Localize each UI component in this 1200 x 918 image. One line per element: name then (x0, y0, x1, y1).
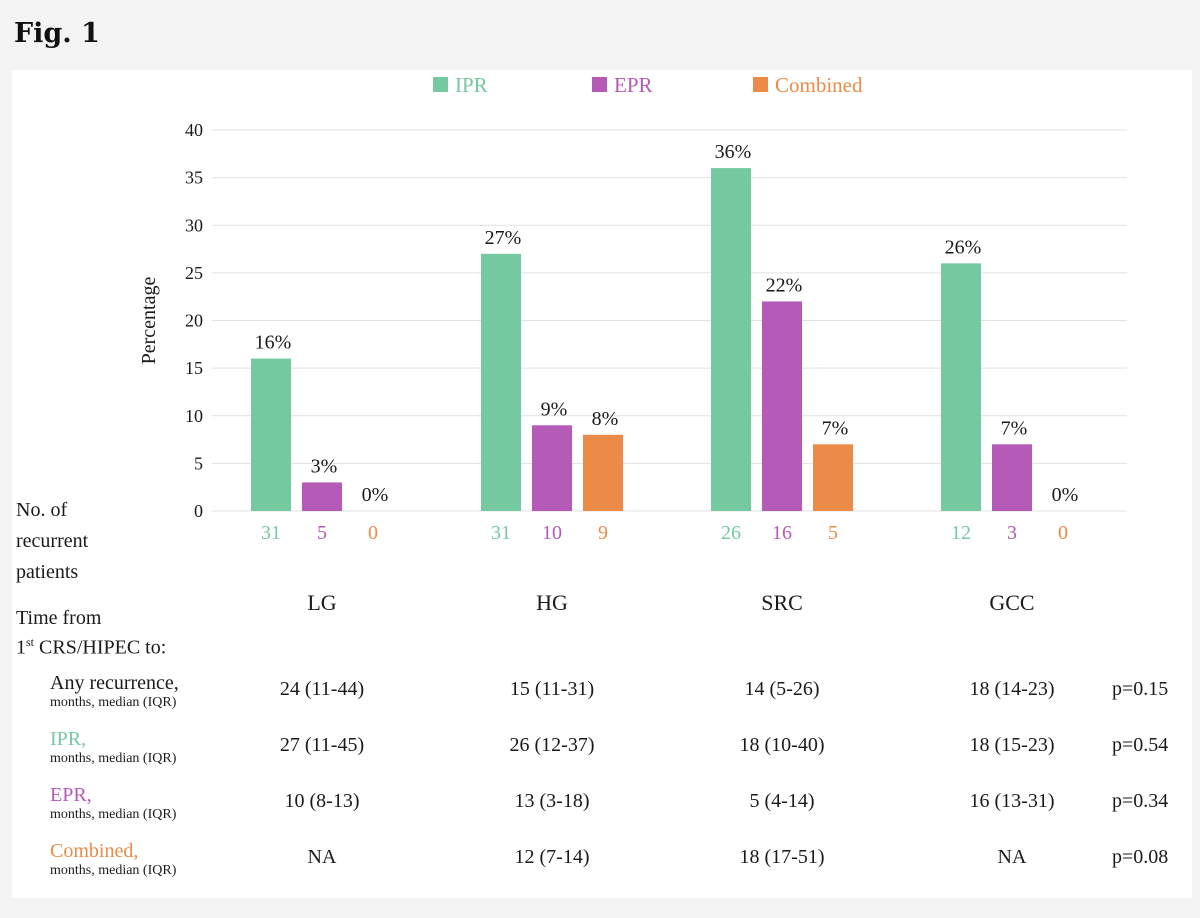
bar-epr-hg (532, 425, 572, 511)
table-cell: 14 (5-26) (744, 678, 820, 700)
row-label-sub: months, median (IQR) (50, 863, 177, 878)
patient-count: 0 (1058, 522, 1068, 544)
table-cell: 12 (7-14) (514, 846, 590, 868)
bar-ipr-hg (481, 253, 521, 511)
table-cell: 18 (17-51) (739, 846, 825, 868)
p-value: p=0.15 (1112, 678, 1169, 700)
bar-ipr-src (711, 168, 751, 511)
table-row-label: EPR, months, median (IQR) (50, 784, 176, 823)
legend-swatch-combined (753, 77, 768, 92)
y-tick-label: 35 (185, 168, 203, 188)
bar-combined-hg (583, 434, 623, 511)
data-label: 26% (945, 236, 982, 258)
y-axis-label: Percentage (138, 277, 160, 365)
bar-ipr-lg (251, 358, 291, 511)
table-cell: 24 (11-44) (279, 678, 365, 700)
patient-count: 0 (368, 522, 378, 544)
category-label-hg: HG (536, 590, 568, 615)
figure-panel: 0 5 10 15 20 25 30 35 40 Percentage 16% 31 27% 31 36% 2… (12, 70, 1192, 898)
y-tick-label: 30 (185, 215, 203, 235)
row-label-main: Combined, (50, 840, 139, 862)
data-label: 3% (311, 455, 338, 477)
patient-count: 26 (721, 522, 741, 544)
figure-title: Fig. 1 (14, 18, 100, 49)
y-tick-label: 15 (185, 358, 203, 378)
row-label-sub: months, median (IQR) (50, 751, 177, 766)
table-cell: 18 (10-40) (739, 734, 825, 756)
table-cell: 16 (13-31) (969, 790, 1055, 812)
data-label: 7% (1001, 417, 1028, 439)
p-value: p=0.54 (1112, 734, 1169, 756)
patient-count: 9 (598, 522, 608, 544)
row-label-main: Any recurrence, (50, 672, 179, 694)
data-label: 8% (592, 408, 619, 430)
data-label: 16% (255, 332, 292, 354)
legend-swatch-epr (592, 77, 607, 92)
row-label-sub: months, median (IQR) (50, 807, 177, 822)
table-cell: 18 (15-23) (969, 734, 1055, 756)
table-cell: 18 (14-23) (969, 678, 1055, 700)
bar-ipr-gcc (941, 263, 981, 511)
row-label-sub: months, median (IQR) (50, 695, 177, 710)
bar-epr-lg (302, 482, 342, 511)
category-label-gcc: GCC (989, 590, 1035, 615)
patient-count: 31 (491, 522, 511, 544)
category-label-src: SRC (761, 590, 803, 615)
bar-epr-gcc (992, 444, 1032, 511)
y-tick-label: 0 (194, 501, 203, 521)
data-label: 7% (822, 417, 849, 439)
patient-count: 31 (261, 522, 281, 544)
table-cell: NA (997, 846, 1027, 868)
count-row-label: No. of recurrent patients (16, 499, 89, 583)
data-label: 9% (541, 398, 568, 420)
bar-combined-src (813, 444, 853, 511)
table-cell: 27 (11-45) (279, 734, 365, 756)
p-value: p=0.34 (1112, 790, 1169, 812)
table-row-label: Any recurrence, months, median (IQR) (50, 672, 179, 711)
y-tick-label: 5 (194, 453, 203, 473)
table-cell: 10 (8-13) (284, 790, 360, 812)
data-label: 22% (766, 274, 803, 296)
data-label: 36% (715, 141, 752, 163)
table-cell: 13 (3-18) (514, 790, 590, 812)
patient-count: 16 (772, 522, 792, 544)
table-cell: 15 (11-31) (509, 678, 595, 700)
y-tick-label: 10 (185, 406, 203, 426)
patient-count: 12 (951, 522, 971, 544)
patient-count: 3 (1007, 522, 1017, 544)
patient-count: 5 (317, 522, 327, 544)
bar-epr-src (762, 301, 802, 511)
legend-swatch-ipr (433, 77, 448, 92)
time-from-label: Time from 1st CRS/HIPEC to: (16, 607, 167, 659)
category-label-lg: LG (307, 590, 337, 615)
y-tick-label: 20 (185, 311, 203, 331)
patient-count: 10 (542, 522, 562, 544)
row-label-main: IPR, (50, 728, 87, 750)
y-tick-label: 40 (185, 120, 203, 140)
table-cell: NA (307, 846, 337, 868)
patient-count: 5 (828, 522, 838, 544)
legend-label-ipr: IPR (455, 73, 488, 97)
data-label: 0% (1052, 484, 1079, 506)
p-value: p=0.08 (1112, 846, 1169, 868)
data-label: 0% (362, 484, 389, 506)
legend-label-epr: EPR (614, 73, 653, 97)
row-label-main: EPR, (50, 784, 92, 806)
table-cell: 5 (4-14) (749, 790, 815, 812)
table-cell: 26 (12-37) (509, 734, 595, 756)
y-tick-label: 25 (185, 263, 203, 283)
legend-label-combined: Combined (775, 73, 863, 97)
table-row-label: IPR, months, median (IQR) (50, 728, 176, 767)
table-row-label: Combined, months, median (IQR) (50, 840, 176, 879)
data-label: 27% (485, 227, 522, 249)
